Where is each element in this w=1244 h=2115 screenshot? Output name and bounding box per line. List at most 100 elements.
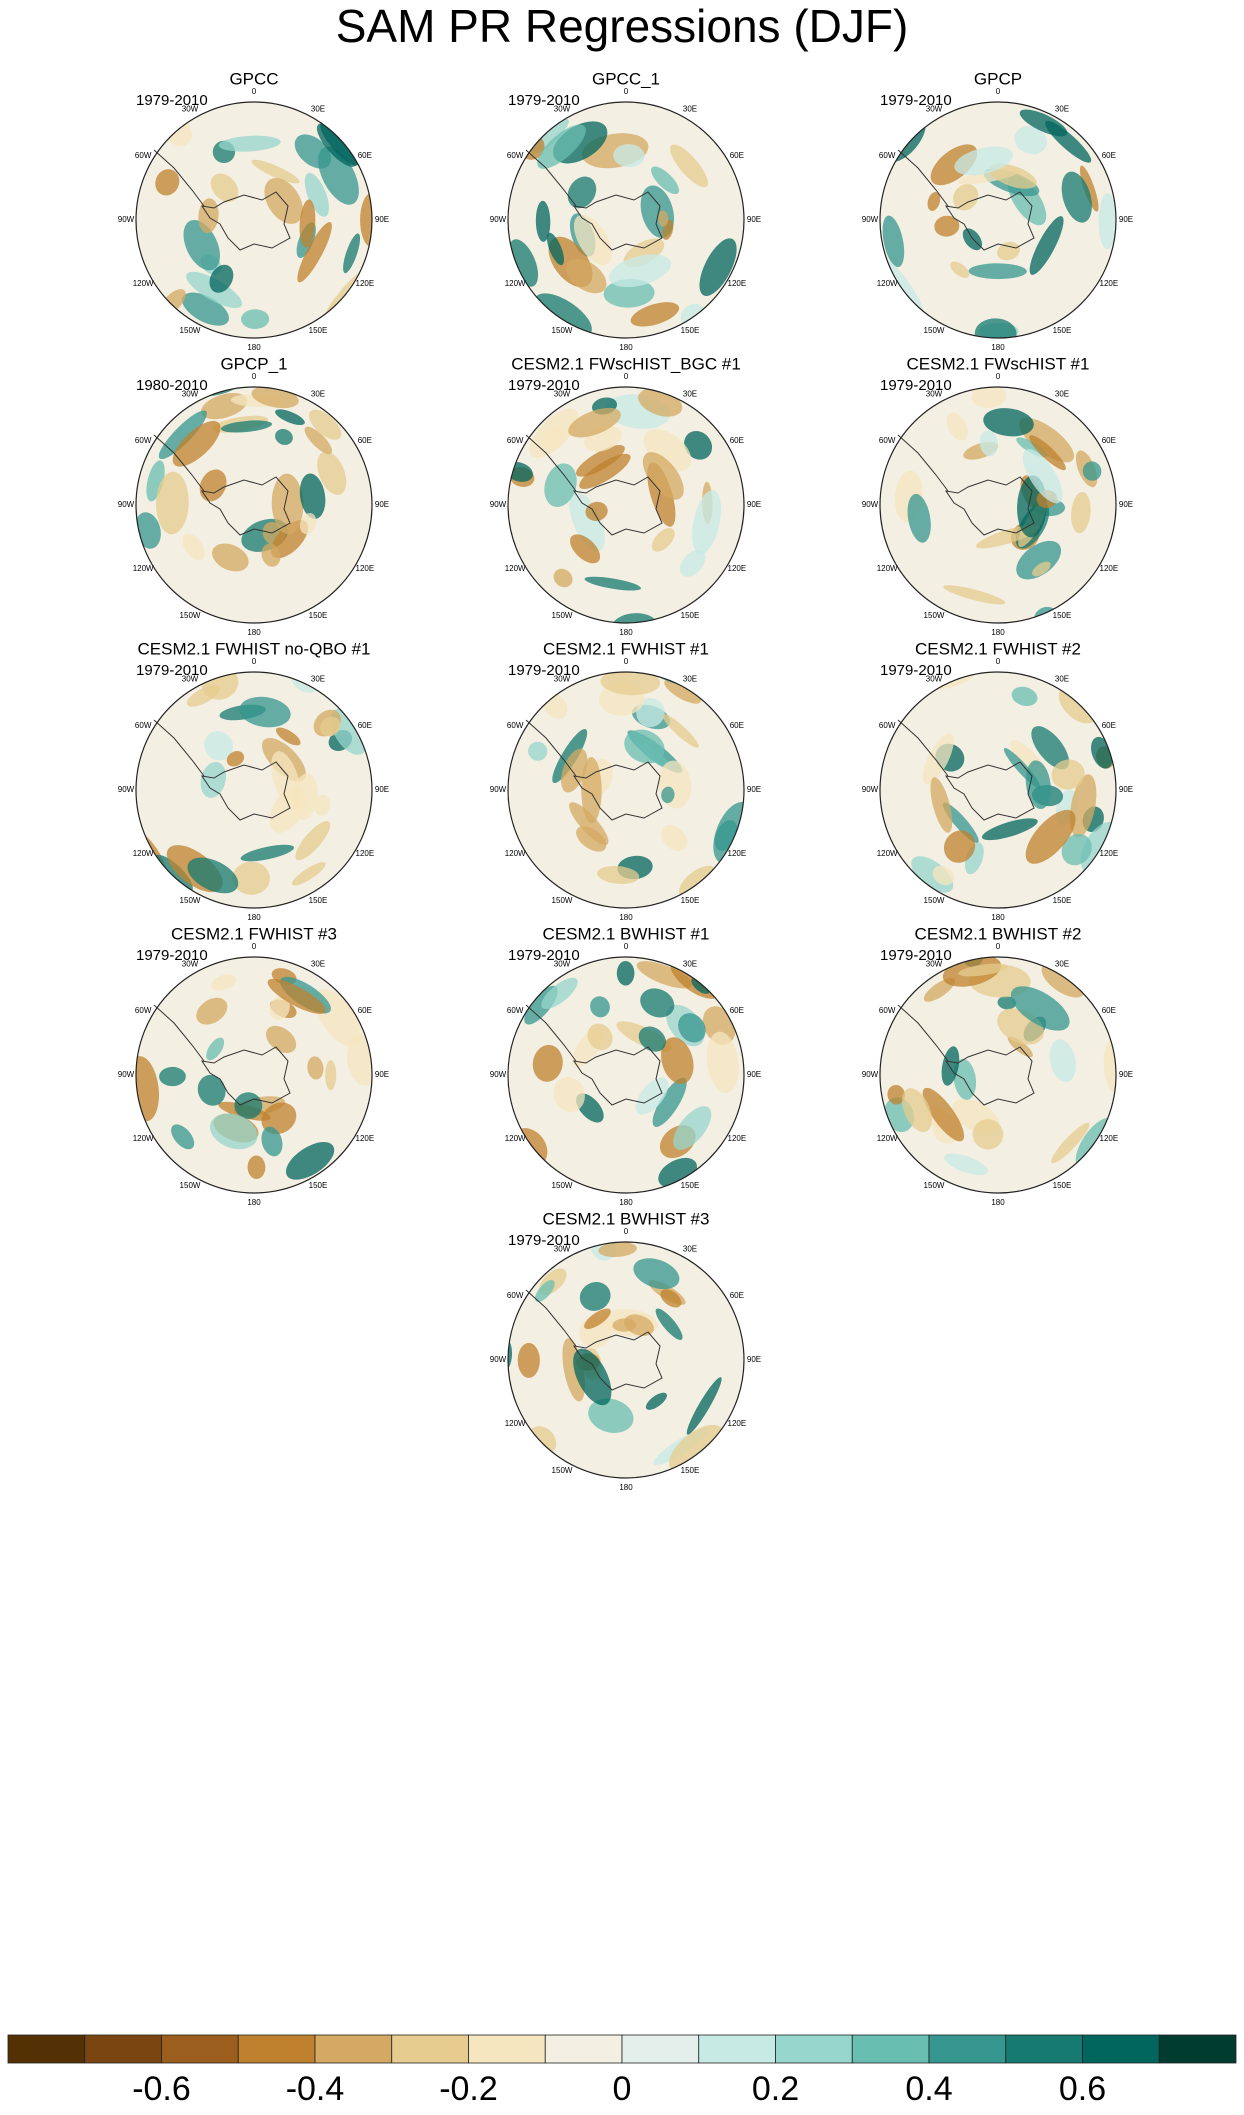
field-blob [684, 430, 713, 460]
colorbar-tick-label: 0.4 [905, 2070, 952, 2108]
field-blob [581, 756, 602, 824]
field-blob [314, 794, 331, 816]
field-blob [299, 473, 326, 519]
longitude-label: 150W [180, 1181, 201, 1190]
field-blob [1031, 726, 1070, 770]
longitude-label: 150W [552, 896, 573, 905]
field-blob [517, 1342, 540, 1378]
longitude-label: 30E [1055, 104, 1069, 113]
longitude-label: 150W [924, 326, 945, 335]
map-panel: CESM2.1 FWHIST #1 1979-2010 0 30E 60E 90E 120E… [490, 639, 761, 922]
field-blob [158, 410, 207, 460]
field-blob [285, 1142, 335, 1180]
coastline [525, 1004, 577, 1062]
panel-period: 1979-2010 [508, 662, 580, 679]
field-blob [218, 135, 281, 152]
field-blob [182, 533, 205, 561]
longitude-label: 90W [118, 215, 135, 224]
longitude-label: 120E [356, 1134, 375, 1143]
longitude-label: 60W [507, 1006, 524, 1015]
coastline [944, 476, 1035, 536]
field-blob [136, 1056, 159, 1122]
field-blob [553, 1076, 585, 1113]
longitude-label: 180 [619, 1483, 633, 1492]
map-border [507, 1241, 745, 1479]
field-blob [1069, 774, 1097, 838]
coastline [200, 476, 291, 536]
longitude-label: 30E [683, 959, 697, 968]
field-blob [568, 407, 621, 438]
colorbar-box [621, 2034, 700, 2064]
longitude-label: 120W [133, 279, 154, 288]
coastline [153, 434, 205, 492]
field-blob [172, 420, 221, 467]
field-blob [630, 302, 680, 327]
longitude-label: 0 [252, 942, 257, 951]
colorbar-tick-label: -0.4 [286, 2070, 345, 2108]
field-blob [1032, 561, 1051, 577]
longitude-label: 30W [926, 389, 943, 398]
field-pattern [528, 672, 744, 898]
field-blob [534, 293, 592, 337]
colorbar-box [314, 2034, 393, 2064]
longitude-label: 0 [624, 657, 629, 666]
panel-title: CESM2.1 FWHIST #1 [543, 639, 709, 658]
field-blob [265, 1025, 297, 1054]
longitude-label: 150W [924, 611, 945, 620]
longitude-label: 30W [554, 674, 571, 683]
longitude-label: 60E [358, 436, 372, 445]
field-blob [942, 802, 979, 843]
field-blob [678, 1013, 706, 1043]
longitude-label: 30E [311, 104, 325, 113]
field-blob [292, 773, 318, 820]
longitude-label: 150E [1053, 896, 1072, 905]
field-blob [261, 1102, 297, 1135]
longitude-label: 60W [879, 151, 896, 160]
field-blob [304, 426, 333, 455]
panel-title: GPCC [229, 69, 278, 88]
longitude-label: 150E [1053, 326, 1072, 335]
longitude-label: 180 [247, 343, 261, 352]
field-blob [196, 997, 228, 1025]
field-blob [159, 1066, 186, 1087]
field-pattern [894, 387, 1102, 623]
field-blob [661, 786, 675, 804]
field-blob [576, 826, 607, 852]
longitude-label: 180 [619, 913, 633, 922]
field-blob [308, 409, 342, 440]
field-blob [702, 1006, 736, 1045]
panel-period: 1979-2010 [880, 377, 952, 394]
longitude-label: 90W [862, 215, 879, 224]
longitude-label: 60W [507, 1291, 524, 1300]
field-blob [271, 473, 304, 535]
field-blob [1029, 435, 1066, 471]
field-blob [1019, 417, 1075, 463]
field-blob [532, 1044, 563, 1082]
field-blob [226, 751, 245, 767]
longitude-label: 0 [252, 372, 257, 381]
field-blob [171, 1124, 195, 1150]
field-blob [997, 241, 1020, 261]
coastline [200, 1046, 291, 1106]
field-blob [971, 387, 1007, 408]
coastline [525, 719, 577, 777]
longitude-label: 90E [1119, 500, 1133, 509]
colorbar-box [84, 2034, 162, 2064]
longitude-label: 30W [926, 104, 943, 113]
longitude-label: 60W [507, 151, 524, 160]
longitude-label: 90E [1119, 215, 1133, 224]
panel-period: 1979-2010 [508, 947, 580, 964]
longitude-label: 120E [1100, 564, 1119, 573]
field-blob [1082, 461, 1102, 481]
longitude-label: 30W [182, 104, 199, 113]
colorbar-box [391, 2034, 469, 2064]
longitude-label: 120E [728, 279, 747, 288]
longitude-label: 90W [862, 1070, 879, 1079]
field-blob [1051, 759, 1085, 790]
longitude-label: 180 [247, 628, 261, 637]
longitude-label: 150E [1053, 1181, 1072, 1190]
field-blob [528, 741, 548, 761]
field-blob [950, 261, 970, 278]
field-pattern [508, 388, 722, 623]
longitude-label: 120W [505, 279, 526, 288]
